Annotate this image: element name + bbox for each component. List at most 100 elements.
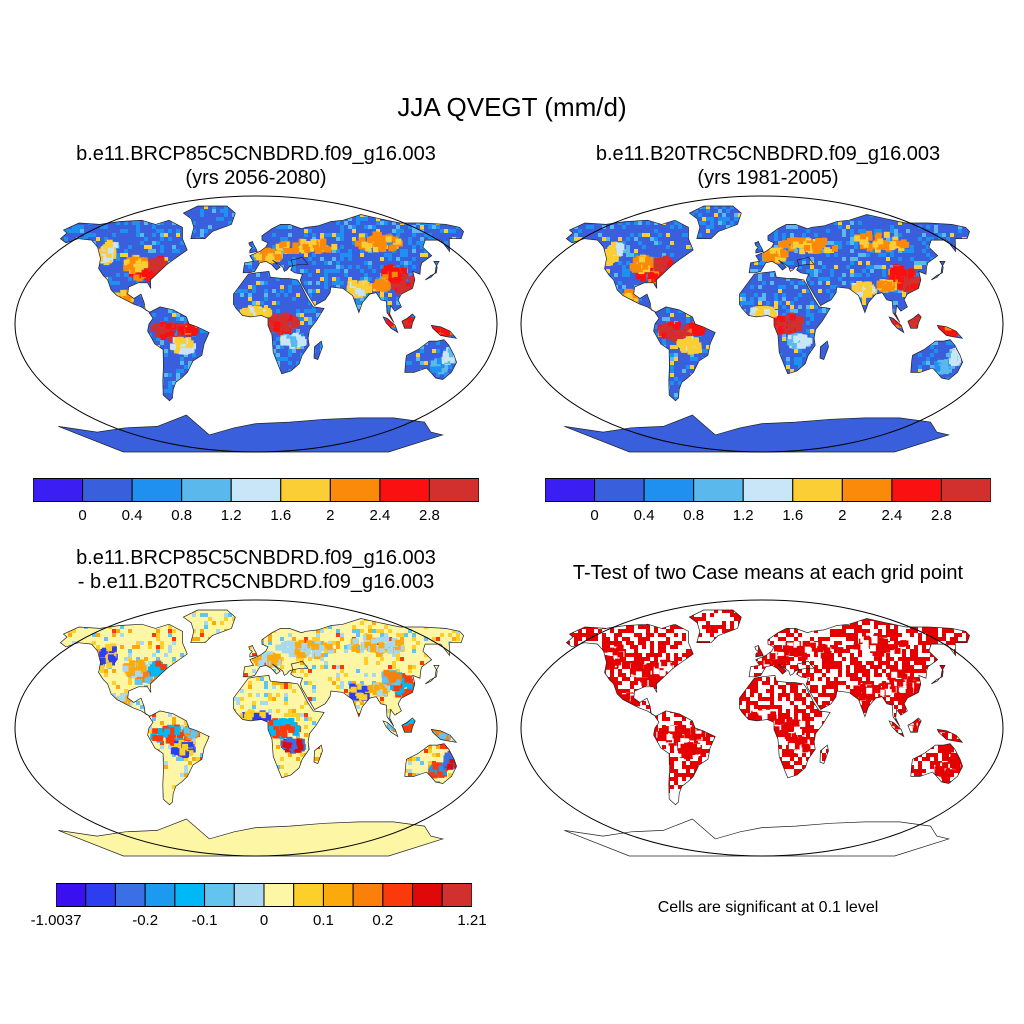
grid-cell xyxy=(994,193,998,197)
map-historical xyxy=(520,193,1006,453)
region-cell xyxy=(152,258,158,265)
grid-cell xyxy=(456,429,460,433)
grid-cell xyxy=(978,249,982,253)
grid-cell xyxy=(52,445,56,449)
grid-cell xyxy=(420,361,424,365)
grid-cell xyxy=(558,197,562,201)
grid-cell xyxy=(492,393,496,397)
grid-cell xyxy=(248,293,252,297)
grid-cell xyxy=(360,253,364,257)
grid-cell xyxy=(492,197,496,201)
grid-cell xyxy=(492,417,496,421)
grid-cell xyxy=(858,229,862,233)
grid-cell xyxy=(914,261,918,265)
grid-cell xyxy=(332,269,336,273)
grid-cell xyxy=(698,233,702,237)
grid-cell xyxy=(870,265,874,269)
grid-cell xyxy=(164,317,168,321)
grid-cell xyxy=(224,206,228,209)
grid-cell xyxy=(32,413,36,417)
region-cell xyxy=(155,331,162,338)
grid-cell xyxy=(16,269,20,273)
grid-cell xyxy=(48,425,52,429)
grid-cell xyxy=(292,297,296,301)
grid-cell xyxy=(810,257,814,261)
grid-cell xyxy=(634,249,638,253)
grid-cell xyxy=(176,249,180,253)
grid-cell xyxy=(58,237,60,241)
grid-cell xyxy=(140,241,144,245)
grid-cell xyxy=(818,261,822,265)
grid-cell xyxy=(168,193,172,197)
region-cell xyxy=(101,253,108,260)
grid-cell xyxy=(224,209,228,213)
grid-cell xyxy=(64,193,68,197)
grid-cell xyxy=(60,441,64,445)
grid-cell xyxy=(396,197,400,201)
grid-cell xyxy=(702,217,706,221)
grid-cell xyxy=(308,301,312,305)
grid-cell xyxy=(400,217,404,221)
grid-cell xyxy=(842,281,846,285)
grid-cell xyxy=(488,369,492,373)
grid-cell xyxy=(810,305,814,309)
grid-cell xyxy=(790,301,794,305)
map-panel-future xyxy=(12,193,500,455)
grid-cell xyxy=(380,221,384,225)
region-cell xyxy=(300,239,307,245)
grid-cell xyxy=(842,257,846,261)
grid-cell xyxy=(610,225,614,229)
grid-cell xyxy=(986,217,990,221)
grid-cell xyxy=(172,245,176,249)
grid-cell xyxy=(116,257,120,261)
panel-4-title: T-Test of two Case means at each grid po… xyxy=(512,561,1024,585)
grid-cell xyxy=(530,269,534,273)
grid-cell xyxy=(468,413,472,417)
grid-cell xyxy=(488,201,492,205)
region-cell xyxy=(323,246,330,253)
grid-cell xyxy=(926,253,930,257)
grid-cell xyxy=(20,229,24,233)
panel-4-title-line1: T-Test of two Case means at each grid po… xyxy=(572,562,964,584)
grid-cell xyxy=(492,289,496,293)
grid-cell xyxy=(408,225,412,229)
grid-cell xyxy=(850,221,854,225)
grid-cell xyxy=(726,217,730,221)
grid-cell xyxy=(16,453,20,457)
grid-cell xyxy=(388,305,392,309)
grid-cell xyxy=(332,277,336,281)
grid-cell xyxy=(280,225,284,229)
grid-cell xyxy=(758,277,762,281)
grid-cell xyxy=(722,221,726,225)
grid-cell xyxy=(256,281,260,285)
region-cell xyxy=(168,336,175,343)
grid-cell xyxy=(496,349,500,353)
grid-cell xyxy=(420,253,424,257)
coastline-madagascar xyxy=(313,340,323,361)
grid-cell xyxy=(324,193,328,197)
grid-cell xyxy=(810,273,814,277)
grid-cell xyxy=(392,201,396,205)
grid-cell xyxy=(488,261,492,265)
grid-cell xyxy=(304,269,308,273)
grid-cell xyxy=(112,209,116,213)
grid-cell xyxy=(646,233,650,237)
grid-cell xyxy=(468,405,472,409)
region-cell xyxy=(174,345,181,352)
grid-cell xyxy=(702,349,706,353)
grid-cell xyxy=(1002,193,1006,197)
grid-cell xyxy=(686,245,690,249)
grid-cell xyxy=(24,253,28,257)
grid-cell xyxy=(488,221,492,225)
grid-cell xyxy=(328,269,332,273)
grid-cell xyxy=(360,277,364,281)
grid-cell xyxy=(814,273,818,277)
grid-cell xyxy=(384,201,388,205)
grid-cell xyxy=(20,193,24,197)
grid-cell xyxy=(160,221,164,225)
grid-cell xyxy=(340,237,344,241)
grid-cell xyxy=(846,225,850,229)
grid-cell xyxy=(404,261,408,265)
grid-cell xyxy=(830,285,834,289)
grid-cell xyxy=(706,217,710,221)
